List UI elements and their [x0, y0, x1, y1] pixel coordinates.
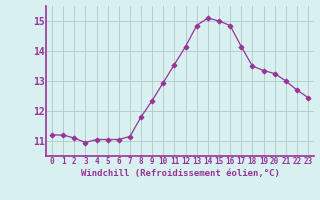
X-axis label: Windchill (Refroidissement éolien,°C): Windchill (Refroidissement éolien,°C) — [81, 169, 279, 178]
